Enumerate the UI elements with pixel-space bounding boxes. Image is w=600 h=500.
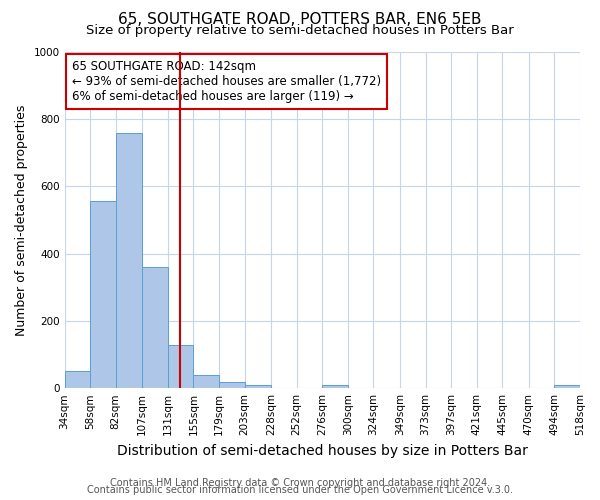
Bar [142, 267, 168, 388]
Text: Contains public sector information licensed under the Open Government Licence v.: Contains public sector information licen… [87, 485, 513, 495]
Text: Contains HM Land Registry data © Crown copyright and database right 2024.: Contains HM Land Registry data © Crown c… [110, 478, 490, 488]
Text: 65, SOUTHGATE ROAD, POTTERS BAR, EN6 5EB: 65, SOUTHGATE ROAD, POTTERS BAR, EN6 5EB [118, 12, 482, 28]
Bar [65, 372, 90, 388]
Bar [245, 386, 271, 388]
Bar [193, 374, 219, 388]
Bar [90, 202, 116, 388]
Y-axis label: Number of semi-detached properties: Number of semi-detached properties [15, 104, 28, 336]
Bar [168, 345, 193, 388]
Text: Size of property relative to semi-detached houses in Potters Bar: Size of property relative to semi-detach… [86, 24, 514, 37]
Bar [554, 386, 580, 388]
Bar [116, 133, 142, 388]
Bar [219, 382, 245, 388]
X-axis label: Distribution of semi-detached houses by size in Potters Bar: Distribution of semi-detached houses by … [117, 444, 528, 458]
Bar [322, 386, 348, 388]
Text: 65 SOUTHGATE ROAD: 142sqm
← 93% of semi-detached houses are smaller (1,772)
6% o: 65 SOUTHGATE ROAD: 142sqm ← 93% of semi-… [72, 60, 382, 103]
